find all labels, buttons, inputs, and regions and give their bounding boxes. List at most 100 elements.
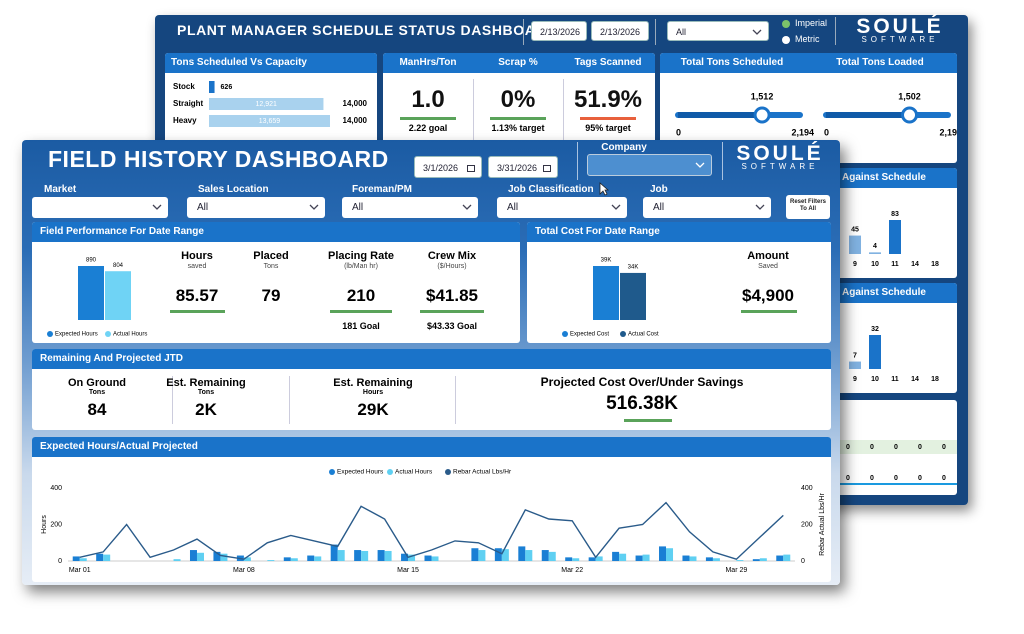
bar xyxy=(620,272,646,320)
chevron xyxy=(755,204,765,210)
slider-value: 1,502 xyxy=(898,91,921,101)
bar xyxy=(103,554,111,561)
bar xyxy=(635,555,643,561)
legend-label: Expected Hours xyxy=(55,332,98,338)
item-subtitle: Hours xyxy=(362,389,384,396)
panel-header: Expected Hours/Actual Projected xyxy=(32,437,831,457)
chevron xyxy=(695,162,705,168)
remaining-panel: Remaining And Projected JTD On Ground Es… xyxy=(32,349,831,430)
value-label: 13,659 xyxy=(259,118,281,125)
x-label: 10 xyxy=(871,376,879,383)
legend-label: Expected Cost xyxy=(570,332,609,338)
bar xyxy=(72,556,80,561)
bar xyxy=(593,266,619,320)
bar xyxy=(361,550,369,561)
bar xyxy=(595,556,603,561)
radio-label[interactable]: Imperial xyxy=(795,18,828,28)
filter-label: Market xyxy=(44,184,77,195)
bar xyxy=(196,552,204,561)
filter-dropdown[interactable] xyxy=(32,197,168,218)
filter-dropdown[interactable]: All xyxy=(342,197,478,218)
item-value: 84 xyxy=(87,400,107,419)
slider-min: 0 xyxy=(824,127,829,137)
filter-dropdown[interactable]: All xyxy=(643,197,771,218)
filter-dropdown[interactable]: All xyxy=(667,21,769,41)
item-subtitle: Tons xyxy=(197,389,215,396)
reset-button[interactable]: Reset Filters To All xyxy=(786,195,830,219)
kpi-value: 1.0 xyxy=(411,86,445,113)
date-to[interactable]: 2/13/2026 xyxy=(591,21,649,41)
bar xyxy=(377,550,385,561)
bar xyxy=(541,550,549,561)
cell: 0 xyxy=(918,444,922,451)
x-tick-label: Mar 29 xyxy=(725,567,747,574)
cell: 0 xyxy=(942,444,946,451)
dropdown-text: All xyxy=(676,27,687,37)
bar xyxy=(471,548,479,561)
date-text: 3/31/2026 xyxy=(497,163,538,173)
bar xyxy=(209,115,330,127)
totals-rows: 0 0 0 0 0 0 0 0 0 0 xyxy=(840,440,957,485)
schedule-chart: 9 45 10 4 11 83 14 18 xyxy=(849,211,939,268)
company-dropdown[interactable] xyxy=(587,154,712,176)
capacity-label: 14,000 xyxy=(343,99,368,108)
x-label: 10 xyxy=(871,261,879,268)
category-label: Stock xyxy=(173,82,195,91)
bar xyxy=(290,558,298,561)
hours-projected-panel: Expected Hours/Actual Projected 0 200 400 0… xyxy=(32,437,831,582)
cell: 0 xyxy=(942,475,946,482)
panel-header: Remaining And Projected JTD xyxy=(32,349,831,369)
line xyxy=(79,501,784,560)
date-from[interactable]: 2/13/2026 xyxy=(531,21,587,41)
filter-dropdown[interactable]: All xyxy=(497,197,627,218)
legend-dot xyxy=(47,331,53,337)
calendar-icon xyxy=(467,165,475,172)
separator xyxy=(577,142,578,180)
bar xyxy=(189,550,197,561)
value-label: 39K xyxy=(601,258,612,264)
logo-tagline: SOFTWARE xyxy=(741,162,819,171)
date-to[interactable]: 3/31/2026 xyxy=(488,156,558,178)
value-label: 626 xyxy=(221,84,233,91)
field-dashboard: FIELD HISTORY DASHBOARD 3/1/2026 3/31/20… xyxy=(22,140,840,585)
cost-chart: 39K Expected Cost 34K Actual Cost xyxy=(562,258,659,338)
filter-label: Job Classification xyxy=(508,184,594,195)
bar xyxy=(752,559,760,561)
bar xyxy=(548,551,556,561)
value-label: 32 xyxy=(871,326,879,333)
kpi-goal: 181 Goal xyxy=(342,321,380,331)
bar xyxy=(642,554,650,561)
cell: 0 xyxy=(846,444,850,451)
bar xyxy=(518,546,526,561)
bar xyxy=(267,560,275,561)
tons-chart: Stock 626 Straight 12,921 14,000 Heavy 13,659 1… xyxy=(173,81,368,127)
chevron xyxy=(462,204,472,210)
filter-dropdown[interactable]: All xyxy=(187,197,325,218)
y2-tick-label: 0 xyxy=(801,558,805,565)
separator xyxy=(722,142,723,180)
x-label: 9 xyxy=(853,376,857,383)
bar xyxy=(408,554,416,561)
bar xyxy=(619,553,627,561)
bar xyxy=(783,554,791,561)
legend-dot xyxy=(387,469,393,475)
dashboard-title: PLANT MANAGER SCHEDULE STATUS DASHBOARD xyxy=(177,22,557,38)
slider-knob xyxy=(753,106,771,124)
chevron xyxy=(152,204,162,210)
logo: SOULÉ SOFTWARE xyxy=(856,15,943,44)
bar xyxy=(869,252,881,254)
bar xyxy=(384,550,392,561)
kpi-bar xyxy=(580,117,636,120)
row-band xyxy=(840,440,957,454)
date-from[interactable]: 3/1/2026 xyxy=(414,156,482,178)
item-value: 2K xyxy=(195,400,217,419)
item-title: On Ground xyxy=(67,377,127,389)
x-label: 14 xyxy=(911,261,919,268)
kpi-value: $4,900 xyxy=(742,286,794,305)
legend-label: Actual Cost xyxy=(628,332,659,338)
y-axis-title: Hours xyxy=(41,515,48,534)
kpi-value: 79 xyxy=(261,286,281,305)
filter-label: Sales Location xyxy=(198,184,269,195)
slider-max: 2,194 xyxy=(791,127,814,137)
radio-label[interactable]: Metric xyxy=(795,34,820,44)
